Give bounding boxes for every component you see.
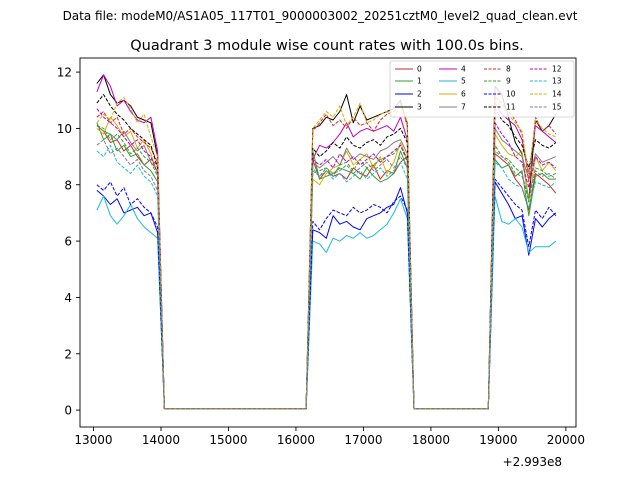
legend-label: 10 xyxy=(506,90,516,99)
y-tick-label: 12 xyxy=(57,66,72,80)
series-line-6 xyxy=(96,116,557,410)
legend-label: 1 xyxy=(417,77,422,86)
x-tick-label: 16000 xyxy=(277,433,315,447)
series-line-1 xyxy=(96,122,556,410)
legend-label: 7 xyxy=(461,103,466,112)
legend-label: 12 xyxy=(552,65,562,74)
legend-label: 8 xyxy=(506,65,511,74)
series-line-15 xyxy=(96,139,557,410)
series-line-4 xyxy=(96,74,557,410)
y-tick-label: 0 xyxy=(64,404,72,418)
legend-label: 13 xyxy=(552,77,562,86)
legend-label: 4 xyxy=(461,65,466,74)
x-tick-label: 14000 xyxy=(142,433,180,447)
x-tick-label: 13000 xyxy=(74,433,112,447)
x-tick-label: 20000 xyxy=(547,433,585,447)
x-axis-ticks: 13000 14000 15000 16000 17000 18000 19000 20000 xyxy=(74,427,585,447)
legend-label: 14 xyxy=(552,90,562,99)
axes-frame xyxy=(79,57,577,428)
legend-label: 2 xyxy=(417,90,422,99)
y-tick-label: 6 xyxy=(64,235,72,249)
chart-title: Quadrant 3 module wise count rates with … xyxy=(130,38,524,54)
suptitle: Data file: modeM0/AS1A05_117T01_90000030… xyxy=(63,9,578,23)
legend-label: 15 xyxy=(552,103,562,112)
legend-label: 9 xyxy=(506,77,511,86)
x-tick-label: 15000 xyxy=(209,433,247,447)
legend-label: 5 xyxy=(461,77,466,86)
x-tick-label: 19000 xyxy=(479,433,517,447)
y-tick-label: 8 xyxy=(64,178,72,192)
x-tick-label: 17000 xyxy=(344,433,382,447)
series-line-12 xyxy=(96,108,557,410)
y-axis-ticks: 0 2 4 6 8 10 12 xyxy=(57,66,80,418)
series-line-10 xyxy=(96,178,557,410)
x-tick-label: 18000 xyxy=(412,433,450,447)
series-line-5 xyxy=(96,195,557,410)
series-line-2 xyxy=(96,181,557,410)
legend-label: 11 xyxy=(506,103,516,112)
x-offset-label: +2.993e8 xyxy=(503,455,562,469)
legend-frame xyxy=(389,60,575,118)
series-line-13 xyxy=(96,144,557,410)
y-tick-label: 4 xyxy=(64,291,72,305)
series-line-9 xyxy=(96,125,556,410)
legend-label: 0 xyxy=(417,65,422,74)
y-tick-label: 2 xyxy=(64,347,72,361)
series-line-7 xyxy=(96,125,556,410)
legend-label: 3 xyxy=(417,103,422,112)
legend-label: 6 xyxy=(461,90,466,99)
y-tick-label: 10 xyxy=(57,122,72,136)
